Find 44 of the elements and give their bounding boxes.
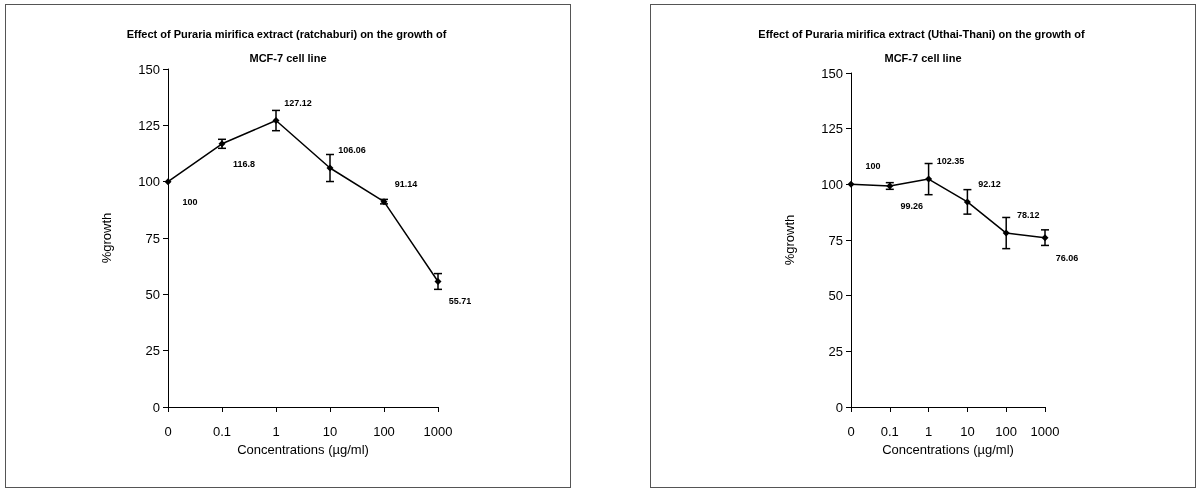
x-tick-label: 1 — [924, 424, 933, 439]
y-tick-label: 0 — [835, 399, 843, 415]
y-tick-label: 150 — [138, 61, 160, 77]
x-tick-label: 0 — [847, 424, 855, 439]
data-label: 116.8 — [232, 158, 256, 169]
y-tick-label: 25 — [145, 343, 160, 359]
chart-title: Effect of Puraria mirifica extract (ratchaburi) on the growth of MCF-7 cell line — [126, 28, 450, 64]
x-tick-label: 0 — [164, 424, 172, 439]
data-label: 102.35 — [936, 156, 965, 167]
y-tick-label: 0 — [152, 399, 160, 415]
x-tick-label: 0.1 — [880, 424, 899, 439]
data-label: 92.12 — [978, 178, 1001, 189]
y-tick-label: 50 — [145, 286, 160, 302]
data-label: 55.71 — [448, 296, 472, 307]
data-label: 100 — [865, 161, 881, 172]
x-tick-label: 0.1 — [212, 424, 232, 439]
data-label: 78.12 — [1016, 210, 1040, 221]
y-tick-label: 75 — [828, 232, 843, 248]
data-label: 99.26 — [900, 200, 924, 211]
x-tick-label: 10 — [322, 424, 338, 439]
x-tick-label: 1000 — [423, 424, 453, 439]
x-tick-label: 1000 — [1030, 424, 1060, 439]
y-tick-label: 50 — [828, 288, 843, 304]
data-label: 127.12 — [284, 97, 312, 108]
y-tick-label: 125 — [821, 121, 843, 137]
x-axis-title: Concentrations (µg/ml) — [237, 441, 369, 457]
x-tick-label: 10 — [960, 424, 975, 439]
x-tick-label: 1 — [272, 424, 280, 439]
y-tick-label: 125 — [138, 117, 160, 133]
data-label: 106.06 — [338, 145, 366, 156]
x-tick-label: 100 — [995, 424, 1018, 439]
data-label: 100 — [182, 196, 198, 207]
chart-title: Effect of Puraria mirifica extract (Uthai-Thani) on the growth of MCF-7 cell line — [758, 28, 1088, 64]
data-label: 91.14 — [394, 178, 418, 189]
y-tick-label: 25 — [828, 343, 843, 359]
y-tick-label: 100 — [821, 176, 843, 192]
y-tick-label: 75 — [145, 230, 160, 246]
x-tick-label: 100 — [373, 424, 395, 439]
y-axis-title: %growth — [99, 212, 114, 264]
x-axis-title: Concentrations (µg/ml) — [882, 441, 1014, 457]
y-tick-label: 150 — [821, 65, 843, 81]
data-label: 76.06 — [1055, 252, 1079, 263]
y-axis-title: %growth — [782, 214, 797, 266]
y-tick-label: 100 — [138, 174, 160, 190]
